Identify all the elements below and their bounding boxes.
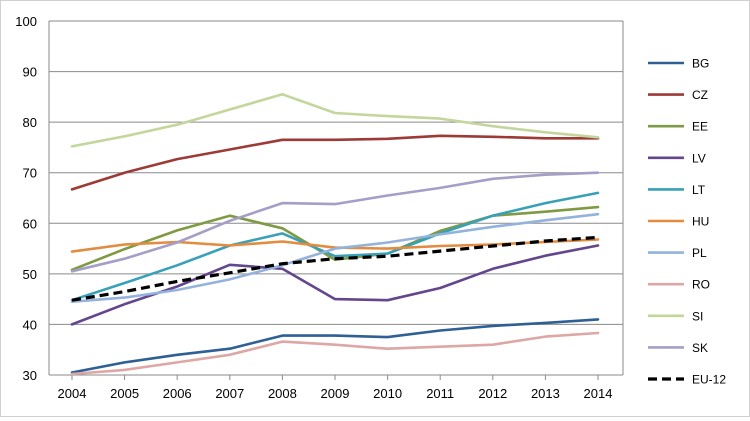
x-tick-label: 2009 <box>321 386 350 401</box>
legend-label: CZ <box>692 88 708 102</box>
series-line-bg <box>70 318 600 374</box>
series-line-ee <box>70 205 600 272</box>
legend-item: PL <box>648 246 707 260</box>
legend-label: LV <box>692 151 706 165</box>
series-line-ro <box>70 331 600 376</box>
legend-item: RO <box>648 278 710 292</box>
x-tick-labels: 2004 2005 2006 2007 2008 2009 2010 2011 2012 2013… <box>58 386 613 401</box>
x-tick-label: 2011 <box>426 386 454 401</box>
x-tick-label: 2005 <box>110 386 139 401</box>
legend-item: SI <box>648 309 703 323</box>
x-tick-label: 2012 <box>478 386 507 401</box>
legend-label: PL <box>692 246 707 260</box>
y-tick-label: 80 <box>23 115 37 130</box>
y-tick-label: 70 <box>23 166 37 181</box>
legend-item: SK <box>648 341 708 355</box>
y-tick-labels: 30 40 50 60 70 80 90 100 <box>15 14 37 383</box>
legend-item: HU <box>648 215 709 229</box>
x-tick-label: 2010 <box>373 386 402 401</box>
x-tick-label: 2008 <box>268 386 297 401</box>
legend-item: LV <box>648 151 706 165</box>
legend-label: BG <box>692 57 709 71</box>
series-line-eu-12 <box>71 235 599 302</box>
x-tick-label: 2006 <box>163 386 192 401</box>
legend-label: SK <box>692 341 708 355</box>
y-tick-label: 50 <box>23 267 37 282</box>
legend-item: EE <box>648 120 708 134</box>
y-tick-label: 100 <box>15 14 37 29</box>
series-line-pl <box>70 212 600 304</box>
legend-label: HU <box>692 215 709 229</box>
series-line-cz <box>70 134 600 191</box>
legend-item: EU-12 <box>648 373 726 387</box>
x-tick-label: 2004 <box>58 386 87 401</box>
legend-item: BG <box>648 57 709 71</box>
legend-label: LT <box>692 183 706 197</box>
y-tick-label: 30 <box>23 368 37 383</box>
legend-item: LT <box>648 183 706 197</box>
gridlines <box>49 20 623 376</box>
x-tick-label: 2007 <box>215 386 244 401</box>
series-line-lt <box>70 191 600 302</box>
legend-label: EE <box>692 120 708 134</box>
x-tick-label: 2014 <box>584 386 613 401</box>
legend-label: RO <box>692 278 710 292</box>
series-line-si <box>70 93 600 148</box>
axes <box>48 21 624 380</box>
legend-label: SI <box>692 309 703 323</box>
y-tick-label: 90 <box>23 65 37 80</box>
y-tick-label: 40 <box>23 317 37 332</box>
series-lines <box>70 93 600 376</box>
series-line-sk <box>70 171 600 273</box>
legend-label: EU-12 <box>692 373 726 387</box>
x-tick-label: 2013 <box>531 386 560 401</box>
legend: BG CZ EE LV LT HU PL RO SI SK EU-12 <box>648 57 726 387</box>
y-tick-label: 60 <box>23 216 37 231</box>
legend-item: CZ <box>648 88 708 102</box>
